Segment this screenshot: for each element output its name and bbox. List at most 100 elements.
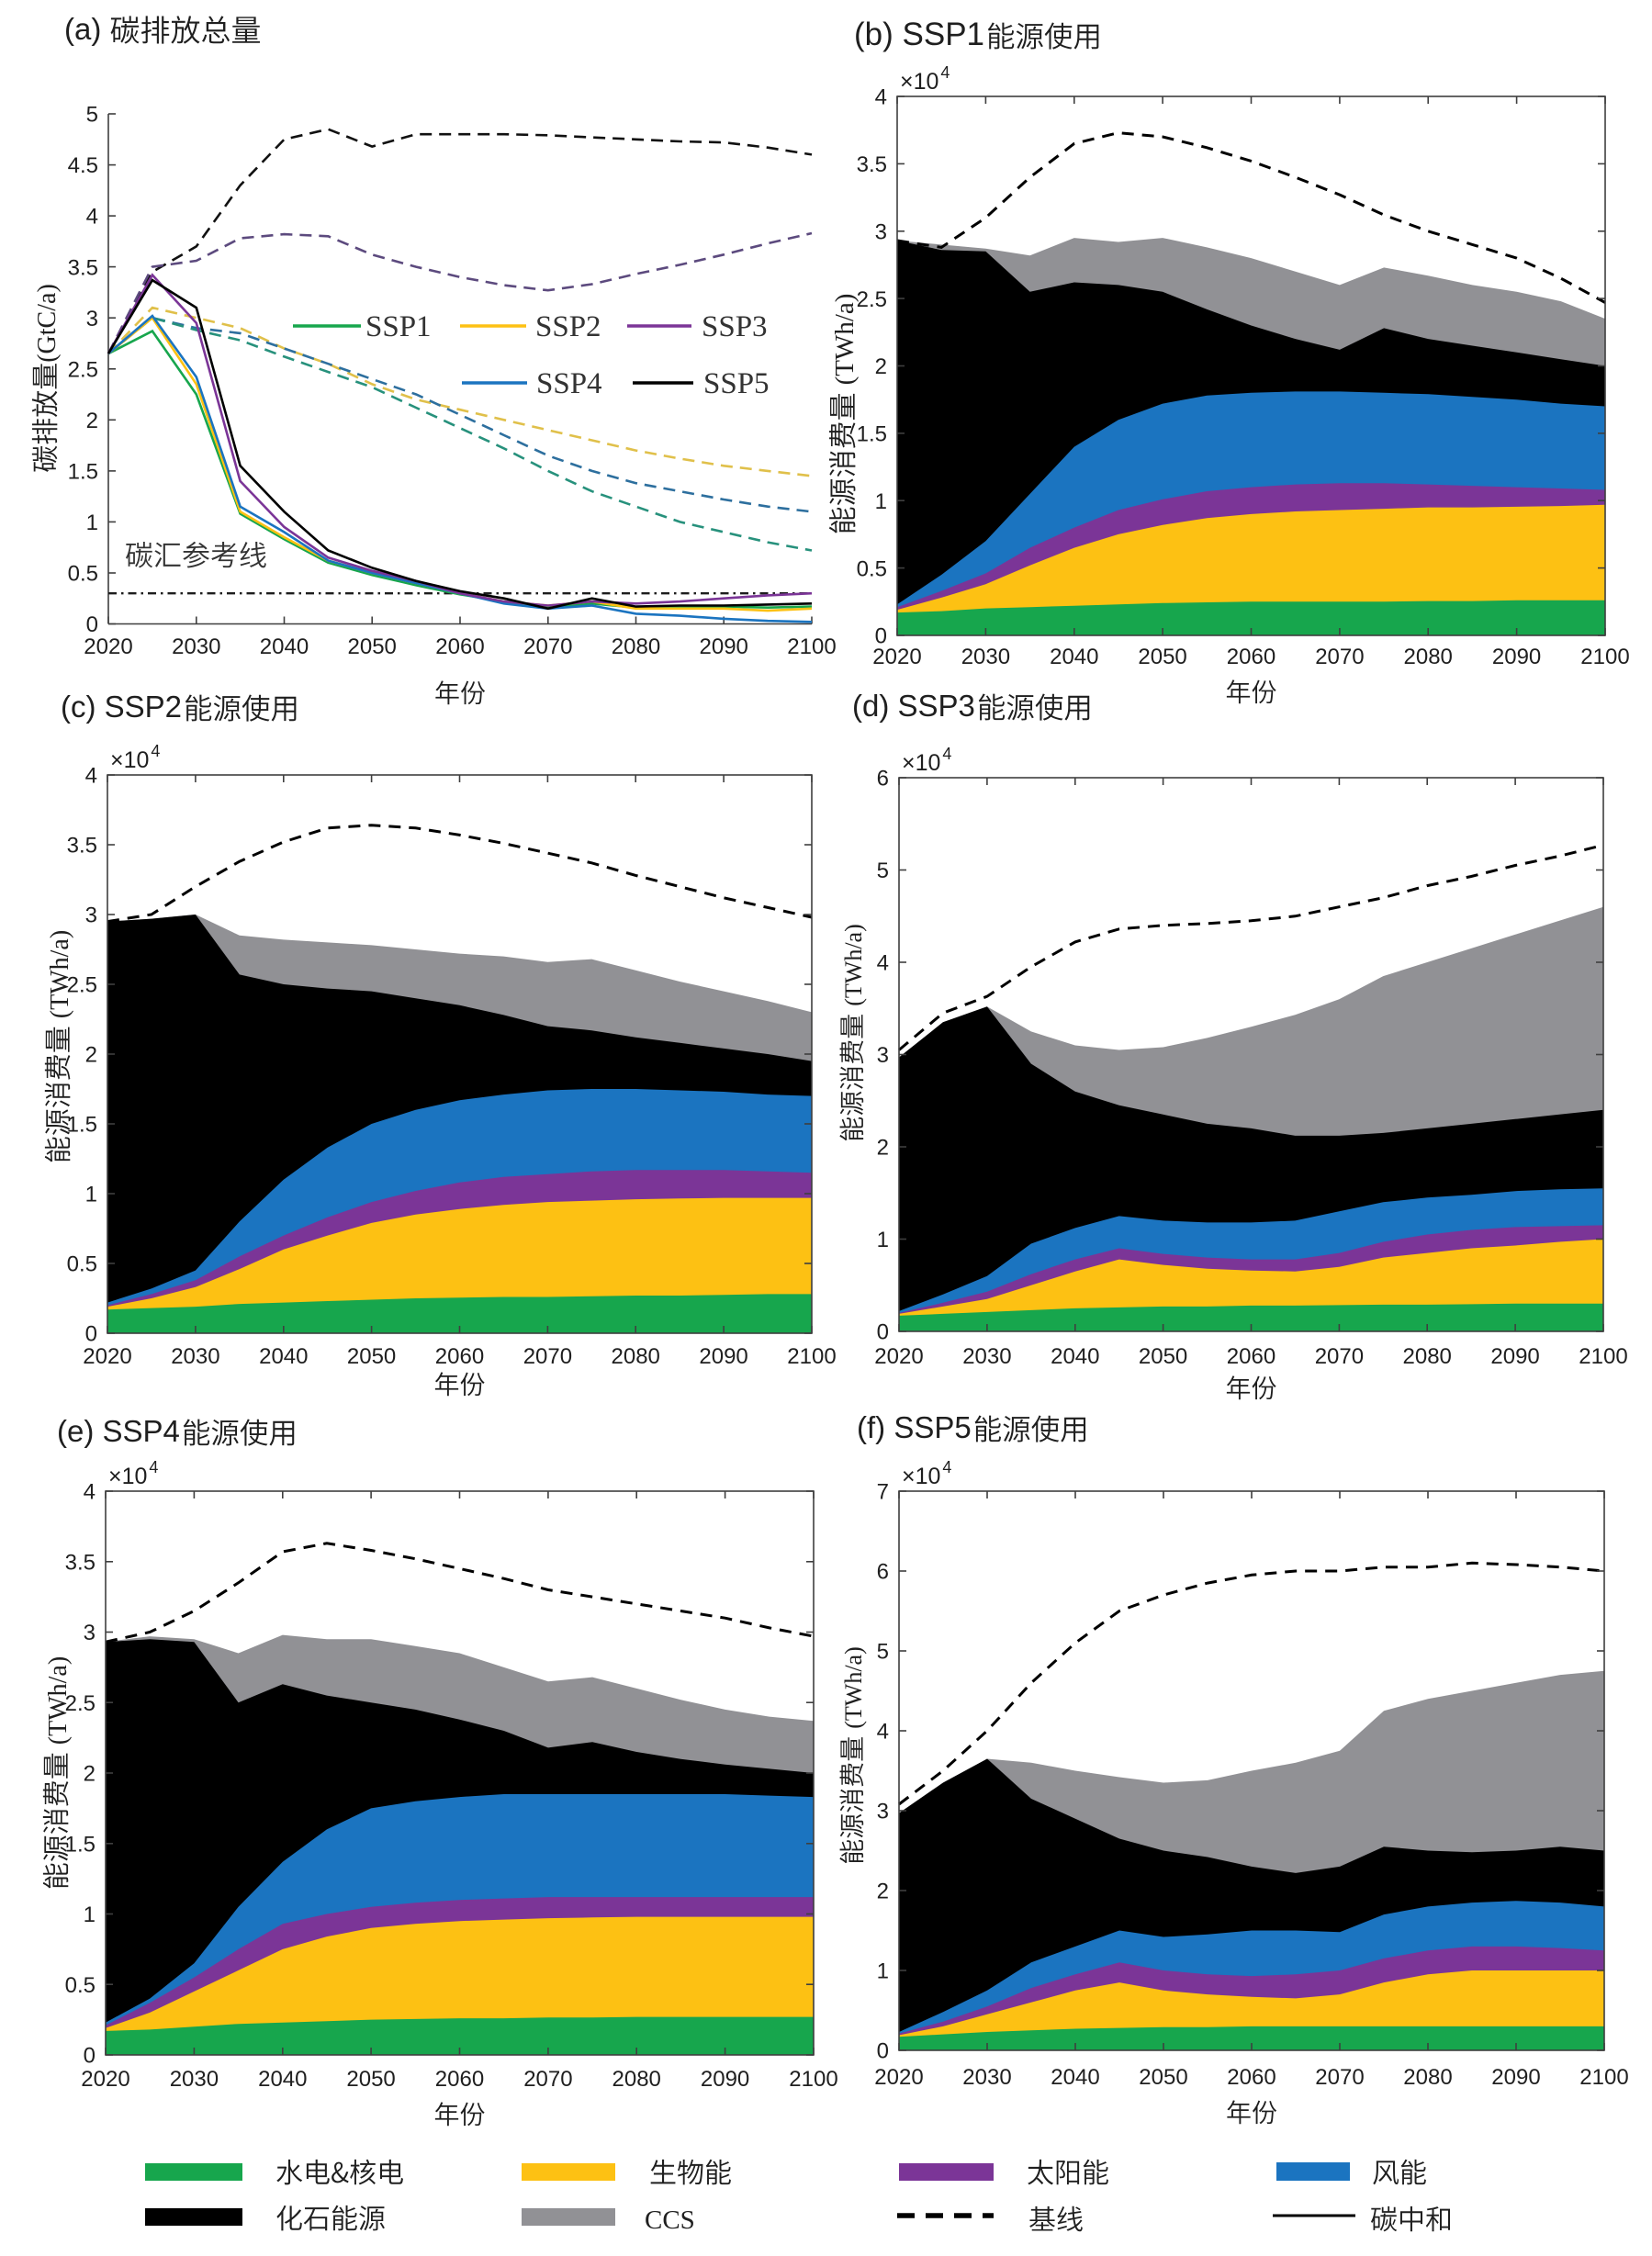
svg-text:×10: ×10: [902, 750, 940, 776]
svg-text:(TWh/a): (TWh/a): [840, 1646, 867, 1729]
svg-text:5: 5: [877, 859, 889, 883]
svg-text:4: 4: [875, 85, 887, 110]
svg-text:7: 7: [877, 1480, 889, 1505]
svg-text:2: 2: [877, 1880, 889, 1904]
svg-text:4: 4: [877, 1720, 889, 1745]
svg-text:×10: ×10: [110, 747, 149, 773]
svg-text:2020: 2020: [83, 1344, 131, 1369]
svg-text:4: 4: [85, 764, 97, 789]
svg-text:2060: 2060: [1227, 2065, 1276, 2090]
svg-text:4: 4: [877, 951, 889, 976]
svg-text:2: 2: [86, 409, 98, 433]
svg-text:0: 0: [86, 612, 98, 637]
svg-text:2060: 2060: [1227, 645, 1276, 669]
svg-text:2.5: 2.5: [67, 973, 97, 998]
svg-text:2080: 2080: [612, 1344, 660, 1369]
svg-text:2070: 2070: [523, 2067, 572, 2092]
svg-text:0: 0: [877, 1320, 889, 1345]
svg-text:0: 0: [85, 1322, 97, 1347]
svg-text:2040: 2040: [260, 634, 309, 659]
svg-text:4: 4: [942, 1458, 951, 1476]
svg-text:2: 2: [875, 354, 887, 379]
svg-text:3: 3: [877, 1043, 889, 1068]
svg-text:3: 3: [877, 1800, 889, 1824]
svg-text:4: 4: [149, 1458, 158, 1476]
svg-text:2030: 2030: [962, 2065, 1011, 2090]
svg-text:(f) SSP5: (f) SSP5: [857, 1410, 972, 1444]
svg-text:2070: 2070: [1315, 1344, 1364, 1369]
svg-text:2040: 2040: [258, 2067, 307, 2092]
svg-text:×10: ×10: [902, 1464, 940, 1489]
svg-text:3.5: 3.5: [857, 152, 887, 177]
svg-text:2070: 2070: [1315, 2065, 1364, 2090]
svg-text:2020: 2020: [81, 2067, 129, 2092]
svg-text:2050: 2050: [346, 2067, 395, 2092]
svg-text:(GtC/a): (GtC/a): [33, 284, 62, 363]
svg-text:2: 2: [85, 1043, 97, 1068]
svg-text:SSP2: SSP2: [535, 310, 601, 343]
svg-text:2050: 2050: [1139, 2065, 1187, 2090]
svg-text:2030: 2030: [962, 1344, 1011, 1369]
svg-text:4: 4: [942, 745, 951, 763]
svg-text:0: 0: [84, 2044, 96, 2069]
svg-text:3: 3: [86, 307, 98, 331]
svg-text:SSP4: SSP4: [536, 367, 602, 400]
svg-text:2090: 2090: [700, 634, 748, 659]
svg-text:2070: 2070: [1315, 645, 1364, 669]
svg-text:2080: 2080: [1403, 2065, 1452, 2090]
svg-text:2020: 2020: [84, 634, 132, 659]
svg-text:SSP5: SSP5: [703, 367, 770, 400]
svg-text:1: 1: [85, 1183, 97, 1207]
svg-text:2.5: 2.5: [68, 357, 98, 382]
svg-text:0: 0: [877, 2039, 889, 2064]
svg-text:4: 4: [86, 205, 98, 230]
svg-text:4.5: 4.5: [68, 153, 98, 178]
svg-text:2070: 2070: [523, 634, 572, 659]
svg-text:(TWh/a): (TWh/a): [46, 930, 74, 1018]
svg-text:4: 4: [84, 1480, 96, 1505]
svg-text:1.5: 1.5: [65, 1832, 96, 1857]
svg-text:(d) SSP3: (d) SSP3: [852, 689, 975, 723]
svg-text:2060: 2060: [435, 1344, 484, 1369]
svg-text:0.5: 0.5: [67, 1252, 97, 1277]
svg-text:5: 5: [877, 1640, 889, 1665]
svg-text:SSP3: SSP3: [702, 310, 768, 343]
svg-text:6: 6: [877, 767, 889, 791]
svg-text:2020: 2020: [874, 1344, 923, 1369]
svg-text:2100: 2100: [789, 2067, 837, 2092]
svg-text:3: 3: [875, 219, 887, 244]
svg-text:2050: 2050: [348, 634, 397, 659]
svg-text:1.5: 1.5: [857, 422, 887, 447]
svg-text:2050: 2050: [1139, 1344, 1187, 1369]
svg-text:0.5: 0.5: [68, 562, 98, 587]
svg-text:6: 6: [877, 1560, 889, 1585]
svg-text:2090: 2090: [701, 2067, 749, 2092]
svg-text:2080: 2080: [612, 2067, 661, 2092]
svg-text:2.5: 2.5: [857, 287, 887, 312]
svg-text:0: 0: [875, 624, 887, 649]
svg-text:2090: 2090: [1492, 645, 1541, 669]
svg-text:0.5: 0.5: [65, 1973, 96, 1998]
svg-text:2090: 2090: [1490, 1344, 1539, 1369]
svg-text:3.5: 3.5: [65, 1550, 96, 1575]
svg-text:(TWh/a): (TWh/a): [840, 924, 867, 1006]
svg-text:CCS: CCS: [645, 2205, 695, 2235]
svg-text:2.5: 2.5: [65, 1691, 96, 1716]
svg-text:(c) SSP2: (c) SSP2: [61, 690, 182, 724]
svg-text:2060: 2060: [435, 2067, 484, 2092]
svg-text:(TWh/a): (TWh/a): [44, 1656, 73, 1745]
svg-text:2100: 2100: [787, 634, 836, 659]
svg-text:1.5: 1.5: [68, 460, 98, 485]
svg-text:2030: 2030: [961, 645, 1010, 669]
svg-text:(e) SSP4: (e) SSP4: [57, 1414, 180, 1448]
svg-text:1: 1: [875, 489, 887, 514]
svg-text:2100: 2100: [1580, 645, 1629, 669]
svg-text:2090: 2090: [1491, 2065, 1540, 2090]
svg-text:1: 1: [86, 511, 98, 535]
svg-text:SSP1: SSP1: [365, 310, 432, 343]
svg-text:1: 1: [84, 1902, 96, 1927]
svg-text:×10: ×10: [900, 69, 938, 95]
svg-text:2100: 2100: [1579, 1344, 1627, 1369]
svg-text:3: 3: [85, 904, 97, 928]
svg-text:1.5: 1.5: [67, 1113, 97, 1138]
